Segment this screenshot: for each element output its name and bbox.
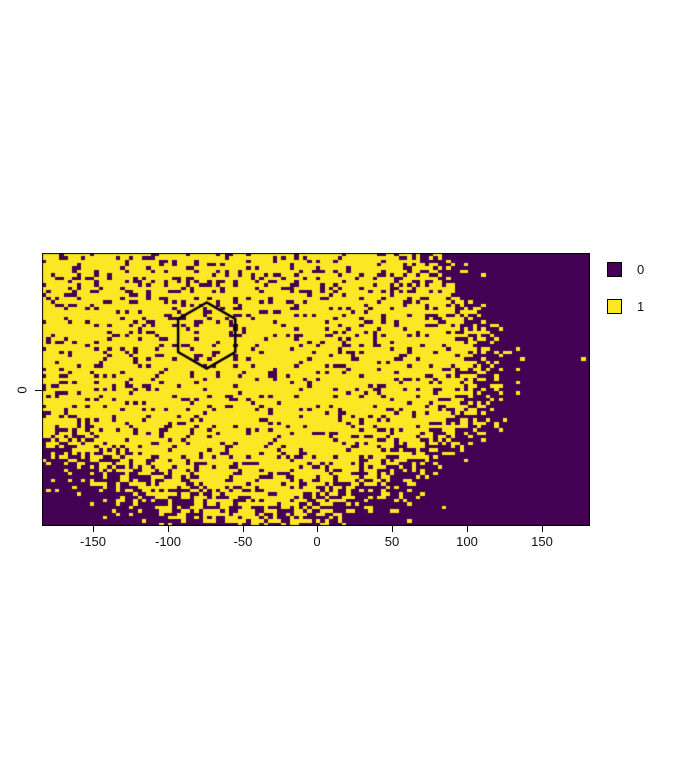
x-axis-tick xyxy=(93,526,94,532)
legend-item-1: 1 xyxy=(607,299,644,314)
x-axis-tick xyxy=(542,526,543,532)
legend-label-0: 0 xyxy=(637,262,645,277)
legend-label-1: 1 xyxy=(637,299,645,314)
x-axis-tick-label: 50 xyxy=(384,534,400,549)
heatmap-canvas xyxy=(42,253,590,526)
legend-item-0: 0 xyxy=(607,262,644,277)
x-axis-tick xyxy=(392,526,393,532)
y-axis-tick-label: 0 xyxy=(14,386,30,394)
x-axis-tick-label: 150 xyxy=(531,534,553,549)
x-axis-tick xyxy=(243,526,244,532)
legend-swatch-1 xyxy=(607,299,622,314)
x-axis-tick-label: -150 xyxy=(79,534,107,549)
legend-swatch-0 xyxy=(607,262,622,277)
x-axis-tick xyxy=(467,526,468,532)
x-axis-tick xyxy=(168,526,169,532)
x-axis-tick-label: 0 xyxy=(313,534,321,549)
y-axis-tick xyxy=(35,390,42,391)
x-axis-tick-label: -50 xyxy=(233,534,253,549)
x-axis-tick-label: 100 xyxy=(456,534,478,549)
x-axis-tick-label: -100 xyxy=(154,534,182,549)
x-axis-tick xyxy=(317,526,318,532)
